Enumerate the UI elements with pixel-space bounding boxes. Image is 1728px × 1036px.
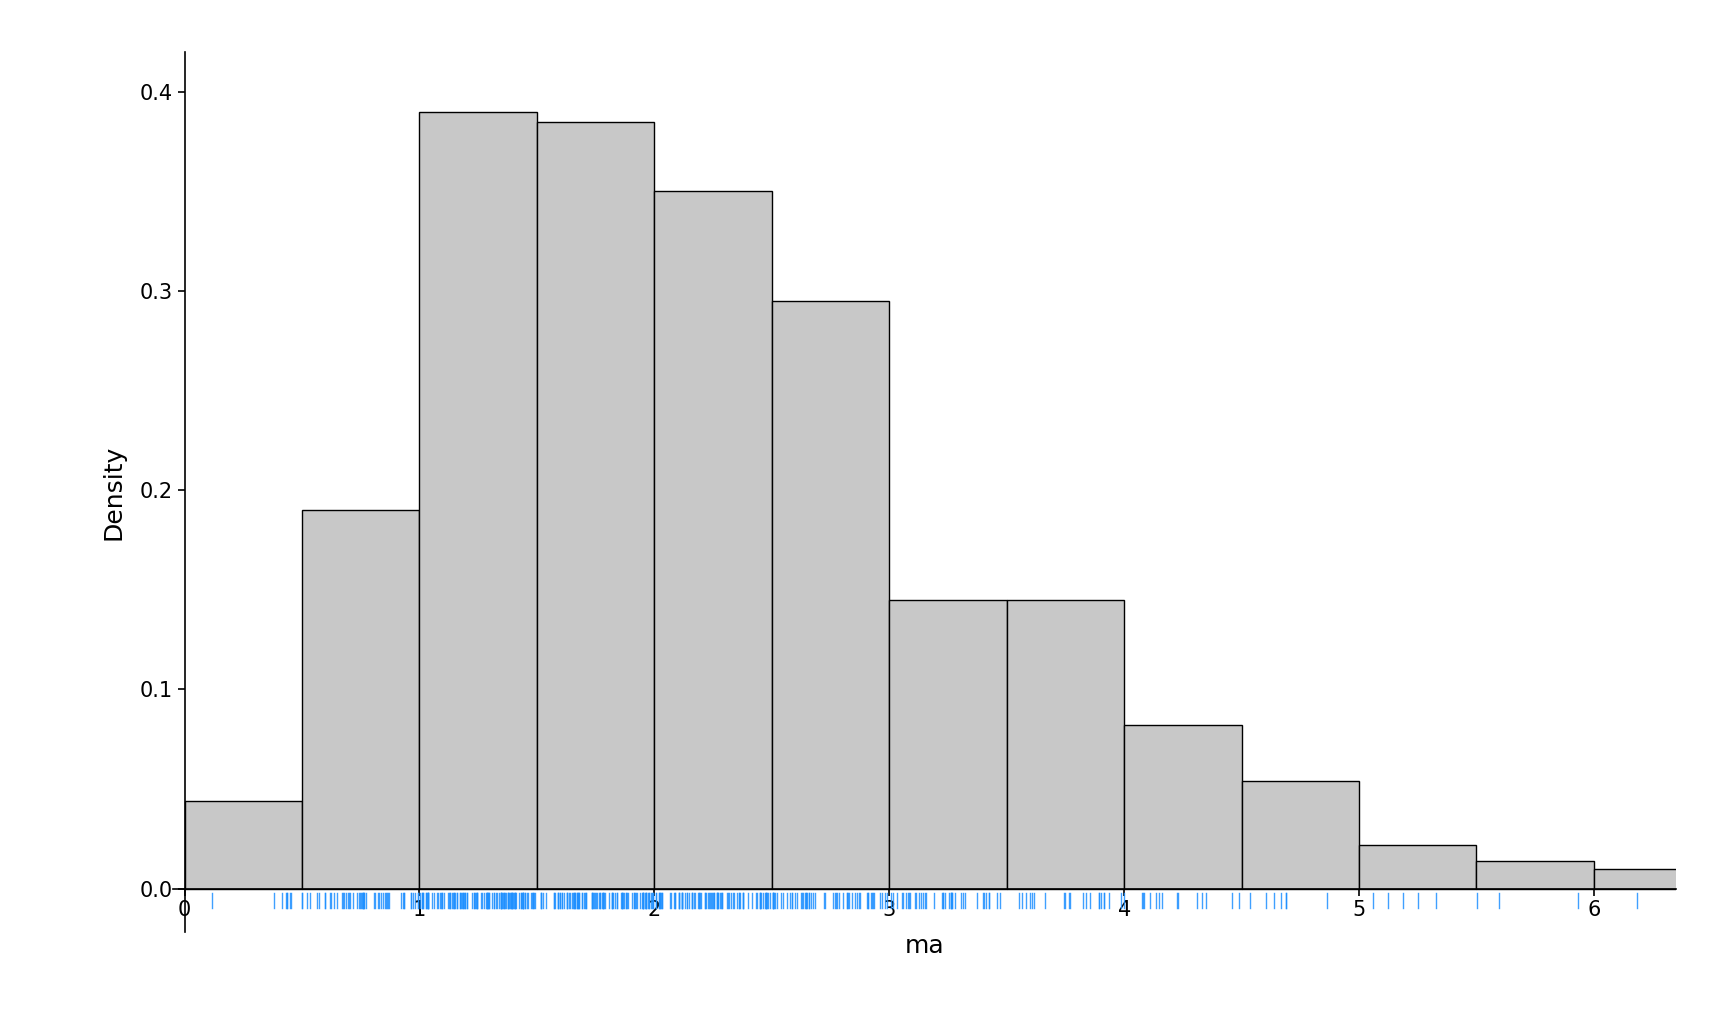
Bar xyxy=(655,192,772,889)
X-axis label: ma: ma xyxy=(905,934,943,958)
Bar xyxy=(772,300,890,889)
Bar xyxy=(185,801,302,889)
Y-axis label: Density: Density xyxy=(102,444,126,540)
Bar xyxy=(1593,868,1711,889)
Bar xyxy=(1242,781,1358,889)
Bar xyxy=(302,510,420,889)
Bar xyxy=(420,112,537,889)
Bar xyxy=(1358,844,1476,889)
Bar xyxy=(1476,861,1593,889)
Bar xyxy=(1125,725,1242,889)
Bar xyxy=(537,121,655,889)
Bar xyxy=(890,600,1007,889)
Bar xyxy=(1007,600,1125,889)
